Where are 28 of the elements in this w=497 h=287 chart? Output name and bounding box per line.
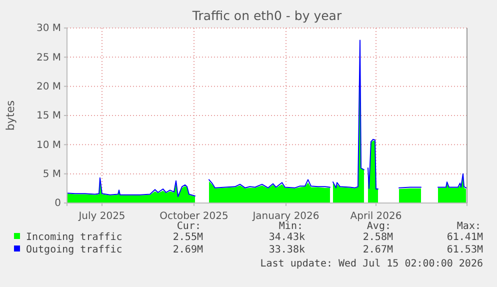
x-tick-label: April 2026 <box>350 211 402 222</box>
y-tick-label: 30 M <box>36 23 61 34</box>
y-tick-label: 15 M <box>36 110 61 122</box>
text: 61.41M <box>446 232 483 243</box>
y-tick-label: 5 M <box>42 169 61 180</box>
y-axis-title: bytes <box>4 100 17 131</box>
text: Last update: Wed Jul 15 02:00:00 2026 <box>260 258 483 270</box>
text: Cur: <box>176 221 201 232</box>
y-tick-label: 0 <box>54 198 61 210</box>
text: Max: <box>456 221 481 232</box>
text: 2.69M <box>172 244 203 256</box>
text: 33.38k <box>268 244 305 256</box>
y-tick-label: 20 M <box>36 82 61 93</box>
y-tick-label: 10 M <box>36 140 61 151</box>
text: 2.58M <box>362 232 393 243</box>
x-tick-label: October 2025 <box>160 211 228 222</box>
legend-label: Incoming traffic <box>26 232 122 243</box>
text: 61.53M <box>446 244 483 256</box>
y-tick-label: 25 M <box>36 52 61 64</box>
chart-title: Traffic on eth0 - by year <box>191 8 342 23</box>
text: Min: <box>278 221 303 232</box>
text: 34.43k <box>268 232 305 243</box>
x-tick-label: July 2025 <box>78 211 126 222</box>
legend-label: Outgoing traffic <box>26 244 122 256</box>
text: 2.67M <box>362 244 393 256</box>
text: 2.55M <box>172 232 203 243</box>
x-tick-label: January 2026 <box>252 211 320 222</box>
text: Avg: <box>366 221 391 232</box>
